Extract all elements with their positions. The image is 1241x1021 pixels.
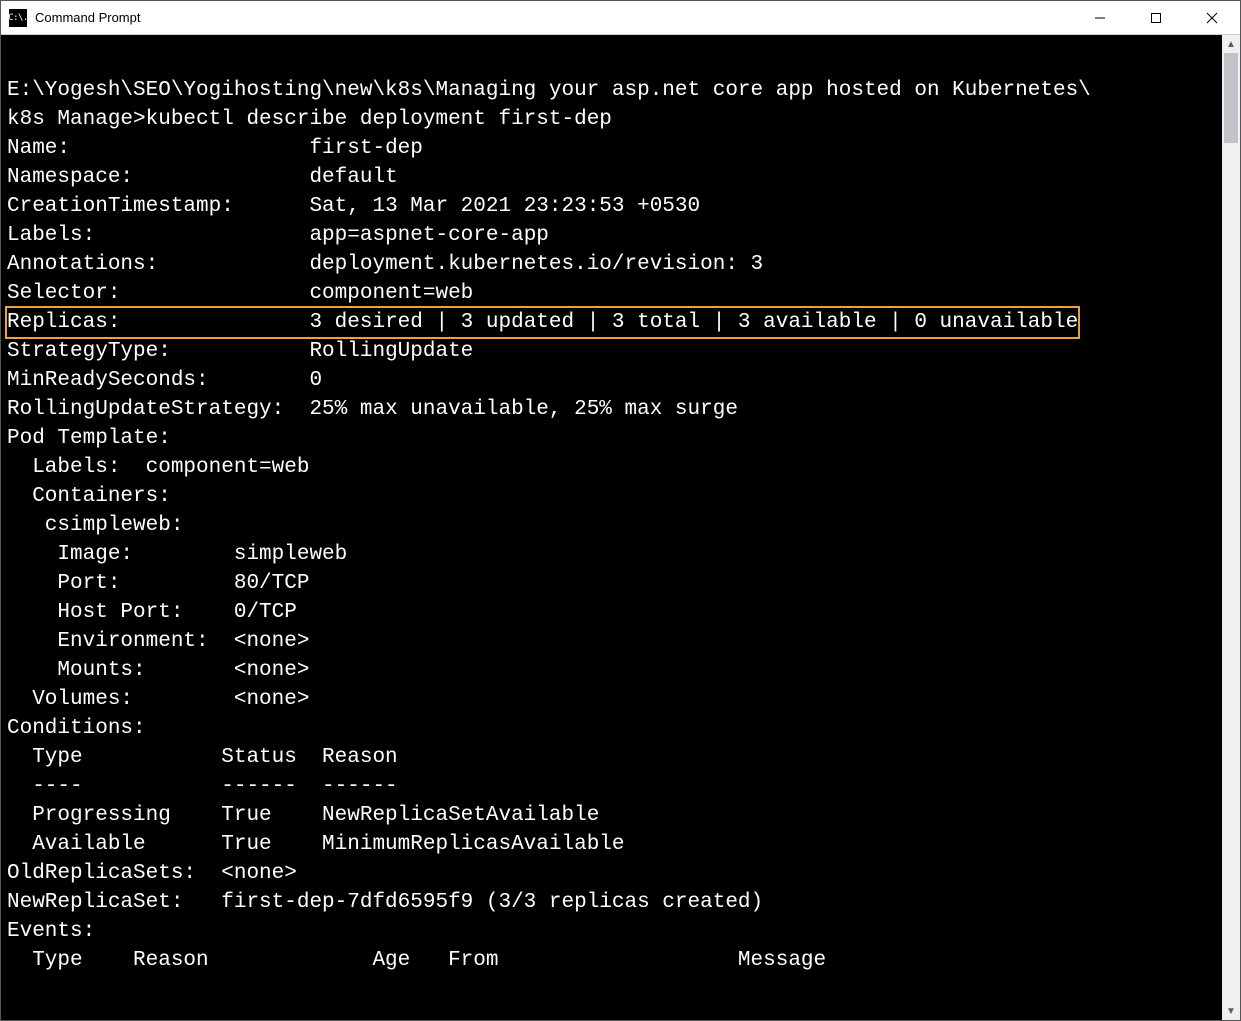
field-rolling-value: 25% max unavailable, 25% max surge xyxy=(309,398,737,421)
close-button[interactable] xyxy=(1184,1,1240,35)
maximize-button[interactable] xyxy=(1128,1,1184,35)
field-creation-value: Sat, 13 Mar 2021 23:23:53 +0530 xyxy=(309,195,700,218)
conditions-header: Conditions: xyxy=(7,717,146,740)
cmd-icon: C:\. xyxy=(9,9,27,27)
titlebar[interactable]: C:\. Command Prompt xyxy=(1,1,1240,35)
new-replicaset: NewReplicaSet: first-dep-7dfd6595f9 (3/3… xyxy=(7,891,763,914)
command-prompt-window: C:\. Command Prompt E:\Yogesh\SEO\Yogiho… xyxy=(0,0,1241,1021)
conditions-row1: Progressing True NewReplicaSetAvailable xyxy=(7,804,599,827)
command-text: kubectl describe deployment first-dep xyxy=(146,108,612,131)
field-replicas-value: 3 desired | 3 updated | 3 total | 3 avai… xyxy=(309,311,1078,334)
window-title: Command Prompt xyxy=(35,10,140,25)
pod-hostport: Host Port: 0/TCP xyxy=(7,601,297,624)
field-minready: MinReadySeconds: xyxy=(7,369,309,392)
replicas-highlight: Replicas: 3 desired | 3 updated | 3 tota… xyxy=(5,306,1080,339)
field-labels: Labels: xyxy=(7,224,309,247)
scrollbar-thumb[interactable] xyxy=(1224,53,1238,143)
field-selector: Selector: xyxy=(7,282,309,305)
terminal-area: E:\Yogesh\SEO\Yogihosting\new\k8s\Managi… xyxy=(1,35,1240,1020)
field-rolling: RollingUpdateStrategy: xyxy=(7,398,309,421)
pod-port: Port: 80/TCP xyxy=(7,572,309,595)
conditions-row2: Available True MinimumReplicasAvailable xyxy=(7,833,625,856)
field-labels-value: app=aspnet-core-app xyxy=(309,224,548,247)
conditions-sep: ---- ------ ------ xyxy=(7,775,398,798)
events-header: Events: xyxy=(7,920,95,943)
minimize-button[interactable] xyxy=(1072,1,1128,35)
conditions-cols: Type Status Reason xyxy=(7,746,398,769)
scroll-down-arrow-icon[interactable]: ▼ xyxy=(1222,1002,1240,1020)
terminal-output[interactable]: E:\Yogesh\SEO\Yogihosting\new\k8s\Managi… xyxy=(1,35,1222,1020)
field-annotations: Annotations: xyxy=(7,253,309,276)
field-selector-value: component=web xyxy=(309,282,473,305)
pod-template-header: Pod Template: xyxy=(7,427,171,450)
prompt-line-2: k8s Manage> xyxy=(7,108,146,131)
scroll-up-arrow-icon[interactable]: ▲ xyxy=(1222,35,1240,53)
field-name: Name: xyxy=(7,137,309,160)
field-creation: CreationTimestamp: xyxy=(7,195,309,218)
field-minready-value: 0 xyxy=(309,369,322,392)
field-replicas: Replicas: xyxy=(7,311,309,334)
field-namespace-value: default xyxy=(309,166,397,189)
field-namespace: Namespace: xyxy=(7,166,309,189)
pod-mounts: Mounts: <none> xyxy=(7,659,309,682)
field-strategy: StrategyType: xyxy=(7,340,309,363)
events-cols: Type Reason Age From Message xyxy=(7,949,826,972)
field-name-value: first-dep xyxy=(309,137,422,160)
pod-containers-header: Containers: xyxy=(7,485,171,508)
pod-env: Environment: <none> xyxy=(7,630,309,653)
pod-container-name: csimpleweb: xyxy=(7,514,183,537)
pod-labels: Labels: component=web xyxy=(7,456,309,479)
pod-volumes: Volumes: <none> xyxy=(7,688,309,711)
old-replicasets: OldReplicaSets: <none> xyxy=(7,862,297,885)
field-annotations-value: deployment.kubernetes.io/revision: 3 xyxy=(309,253,763,276)
prompt-line-1: E:\Yogesh\SEO\Yogihosting\new\k8s\Managi… xyxy=(7,79,1091,102)
field-strategy-value: RollingUpdate xyxy=(309,340,473,363)
pod-image: Image: simpleweb xyxy=(7,543,347,566)
vertical-scrollbar[interactable]: ▲ ▼ xyxy=(1222,35,1240,1020)
